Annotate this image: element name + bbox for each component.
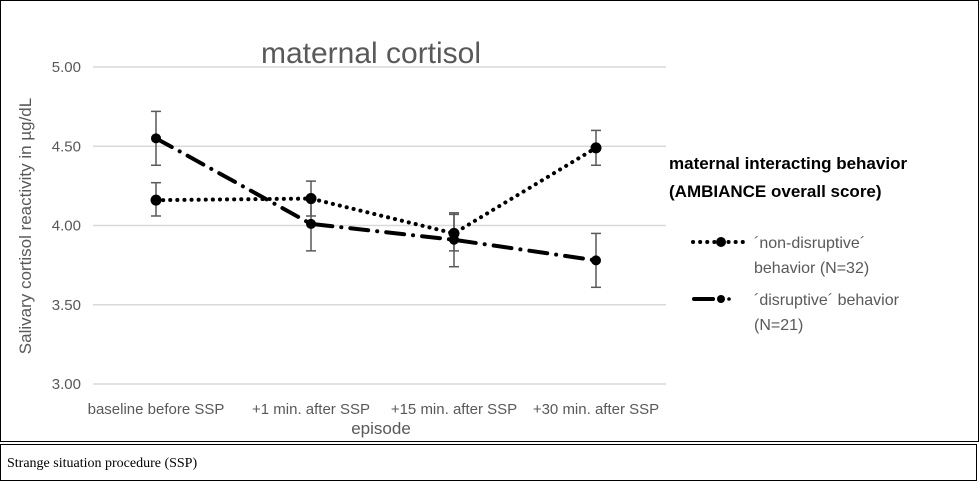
cortisol-line-chart: maternal cortisol Salivary cortisol reac… — [16, 37, 907, 438]
legend-item-non-disruptive: ´non-disruptive´ behavior (N=32) — [691, 235, 869, 277]
legend-label-line2: behavior (N=32) — [754, 260, 869, 277]
legend-marker — [716, 237, 726, 247]
x-tick-label: +30 min. after SSP — [533, 401, 659, 418]
series-line-1 — [154, 136, 598, 263]
x-tick-label: baseline before SSP — [88, 401, 225, 418]
chart-title: maternal cortisol — [261, 37, 481, 70]
data-point — [590, 142, 602, 154]
legend-title-line1: maternal interacting behavior — [669, 154, 907, 173]
data-point — [151, 133, 161, 144]
legend-title-line2: (AMBIANCE overall score) — [669, 182, 882, 201]
y-tick-label: 5.00 — [52, 59, 81, 76]
y-tick-label: 3.50 — [52, 297, 81, 314]
x-tick-label: +1 min. after SSP — [252, 401, 370, 418]
legend-label-line1: ´non-disruptive´ — [754, 235, 865, 252]
legend-swatch-dot — [727, 297, 731, 301]
data-point — [150, 194, 162, 206]
y-axis-label: Salivary cortisol reactivity in µg/dL — [16, 98, 35, 354]
legend-label-line2: (N=21) — [754, 317, 803, 334]
legend-marker — [717, 295, 725, 303]
data-point — [591, 255, 601, 266]
data-point — [306, 218, 316, 229]
y-tick-label: 3.00 — [52, 376, 81, 393]
y-tick-label: 4.00 — [52, 218, 81, 235]
figure-caption: Strange situation procedure (SSP) — [0, 444, 977, 481]
y-tick-label: 4.50 — [52, 138, 81, 155]
data-point — [449, 234, 459, 245]
x-axis-label: episode — [351, 419, 411, 438]
series-line-0 — [154, 145, 598, 236]
data-point — [305, 193, 317, 205]
x-tick-label: +15 min. after SSP — [391, 401, 517, 418]
legend-label-line1: ´disruptive´ behavior — [754, 292, 900, 309]
chart-frame: maternal cortisol Salivary cortisol reac… — [0, 0, 979, 442]
legend-item-disruptive: ´disruptive´ behavior (N=21) — [692, 292, 900, 334]
